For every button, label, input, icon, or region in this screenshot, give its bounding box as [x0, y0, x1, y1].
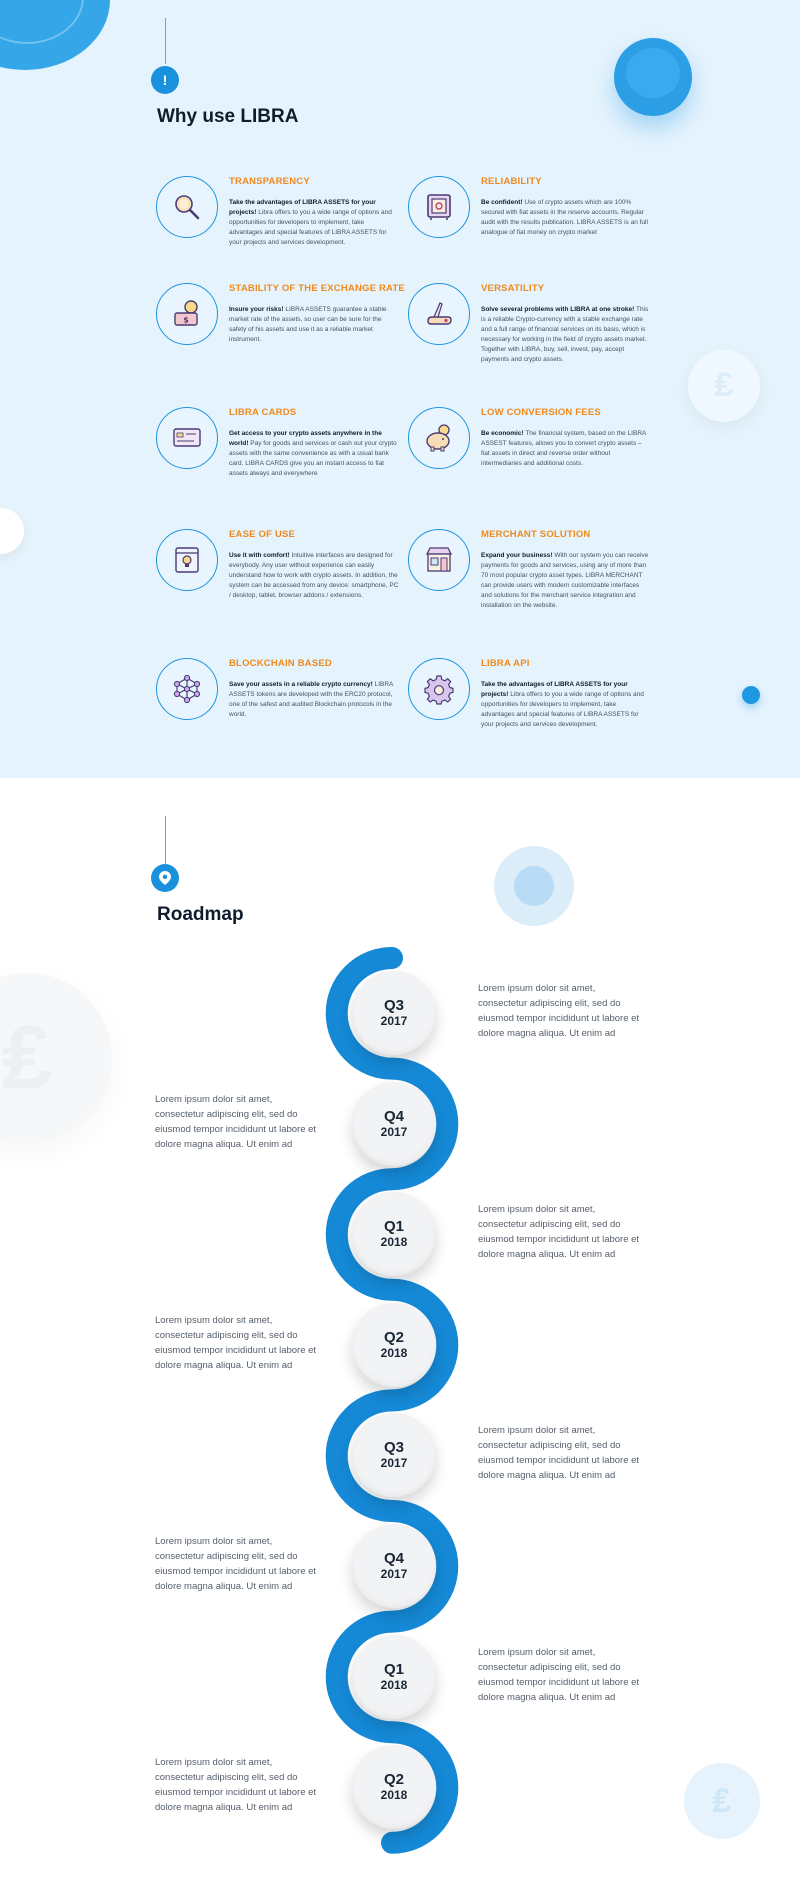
magnifier-icon — [156, 176, 218, 238]
card-icon — [156, 407, 218, 469]
libra-symbol-icon: ₤ — [714, 366, 734, 404]
feature-title: LOW CONVERSION FEES — [481, 407, 601, 418]
feature-text: Take the advantages of LIBRA ASSETS for … — [229, 199, 392, 246]
safe-icon — [408, 176, 470, 238]
feature-title: EASE OF USE — [229, 529, 296, 540]
location-pin-icon — [151, 864, 179, 892]
milestone-text: Lorem ipsum dolor sit amet, consectetur … — [478, 1647, 640, 1703]
exclamation-icon: ! — [151, 66, 179, 94]
milestone-badge: Q1 2018 — [352, 1192, 436, 1276]
feature-title: MERCHANT SOLUTION — [481, 529, 591, 540]
coin-hand-icon: $ — [156, 283, 218, 345]
gear-icon — [408, 658, 470, 720]
section-line — [165, 18, 166, 64]
milestone-text: Lorem ipsum dolor sit amet, consectetur … — [478, 1425, 640, 1481]
piggy-bank-icon — [408, 407, 470, 469]
feature-text: Take the advantages of LIBRA ASSETS for … — [481, 681, 644, 728]
lightbulb-icon — [156, 529, 218, 591]
feature-text: Save your assets in a reliable crypto cu… — [229, 681, 394, 718]
milestone-text: Lorem ipsum dolor sit amet, consectetur … — [155, 1536, 317, 1592]
milestone-text: Lorem ipsum dolor sit amet, consectetur … — [478, 1204, 640, 1260]
feature-text: Use it with comfort! Intuitive interface… — [229, 552, 399, 599]
milestone-text: Lorem ipsum dolor sit amet, consectetur … — [155, 1315, 317, 1371]
feature-text: Solve several problems with LIBRA at one… — [481, 306, 649, 363]
milestone-badge: Q2 2018 — [352, 1745, 436, 1829]
svg-text:$: $ — [183, 316, 189, 325]
shop-icon — [408, 529, 470, 591]
section-title: Why use LIBRA — [157, 106, 299, 127]
milestone-badge: Q3 2017 — [352, 971, 436, 1055]
libra-symbol-icon: ₤ — [1, 1008, 53, 1108]
feature-text: Insure your risks! LIBRA ASSETS guarante… — [229, 306, 387, 343]
milestone-badge: Q2 2018 — [352, 1303, 436, 1387]
feature-title: BLOCKCHAIN BASED — [229, 658, 332, 669]
milestone-badge: Q4 2017 — [352, 1082, 436, 1166]
feature-text: Be confident! Use of crypto assets which… — [481, 199, 648, 236]
feature-title: TRANSPARENCY — [229, 176, 310, 187]
feature-title: LIBRA API — [481, 658, 530, 669]
milestone-badge: Q1 2018 — [352, 1635, 436, 1719]
feature-text: Get access to your crypto assets anywher… — [229, 430, 397, 477]
decorative-coin: ₤ — [688, 350, 760, 422]
feature-title: STABILITY OF THE EXCHANGE RATE — [229, 283, 405, 294]
section-line — [165, 816, 166, 864]
decorative-dot — [742, 686, 760, 704]
milestone-text: Lorem ipsum dolor sit amet, consectetur … — [155, 1094, 317, 1150]
swiss-knife-icon — [408, 283, 470, 345]
feature-title: VERSATILITY — [481, 283, 545, 294]
milestone-badge: Q4 2017 — [352, 1524, 436, 1608]
roadmap-section: ₤ ₤ Roadmap Q3 2017 Lorem ipsum dolor sit… — [0, 778, 800, 1893]
milestone-text: Lorem ipsum dolor sit amet, consectetur … — [155, 1757, 317, 1813]
why-section: ₤ ! Why use LIBRA TRANSPARENCY Take the … — [0, 0, 800, 778]
milestone-text: Lorem ipsum dolor sit amet, consectetur … — [478, 983, 640, 1039]
libra-symbol-icon: ₤ — [712, 1782, 732, 1820]
milestone-badge: Q3 2017 — [352, 1413, 436, 1497]
feature-title: RELIABILITY — [481, 176, 542, 187]
decorative-circle — [614, 38, 692, 116]
network-icon — [156, 658, 218, 720]
decorative-circle — [494, 846, 574, 926]
decorative-coin: ₤ — [684, 1763, 760, 1839]
section-title: Roadmap — [157, 904, 244, 925]
decorative-circle — [0, 0, 110, 70]
roadmap-timeline-path — [325, 947, 459, 1854]
feature-text: Be economic! The financial system, based… — [481, 430, 646, 467]
feature-title: LIBRA CARDS — [229, 407, 297, 418]
decorative-circle — [0, 508, 24, 554]
feature-text: Expand your business! With our system yo… — [481, 552, 649, 609]
